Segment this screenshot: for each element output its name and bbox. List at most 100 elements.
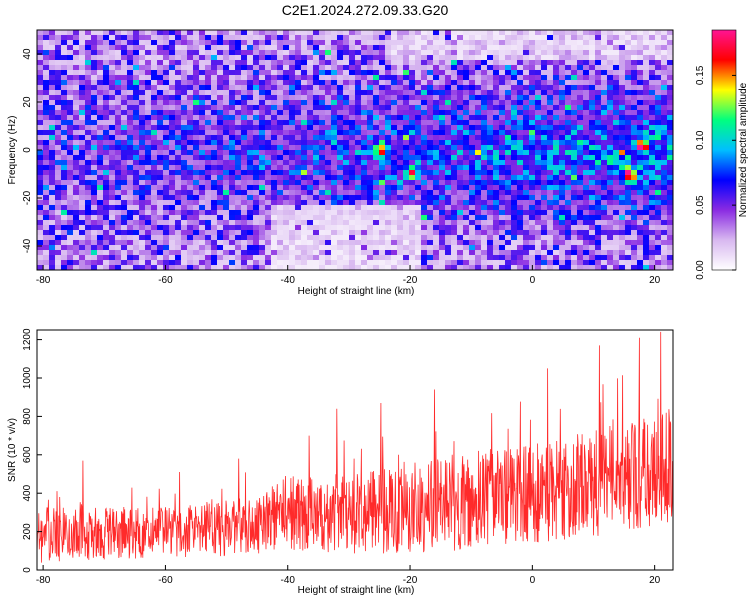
heatmap-cell xyxy=(553,55,560,61)
heatmap-cell xyxy=(553,50,560,56)
heatmap-cell xyxy=(49,130,56,136)
heatmap-cell xyxy=(583,260,590,266)
heatmap-cell xyxy=(187,250,194,256)
heatmap-cell xyxy=(121,40,128,46)
heatmap-cell xyxy=(43,160,50,166)
heatmap-cell xyxy=(223,80,230,86)
heatmap-cell xyxy=(547,40,554,46)
heatmap-cell xyxy=(355,125,362,131)
heatmap-cell xyxy=(217,175,224,181)
heatmap-cell xyxy=(481,205,488,211)
heatmap-cell xyxy=(523,145,530,151)
heatmap-cell xyxy=(85,35,92,41)
heatmap-cell xyxy=(49,230,56,236)
heatmap-cell xyxy=(103,75,110,81)
heatmap-cell xyxy=(337,90,344,96)
heatmap-cell xyxy=(205,190,212,196)
heatmap-cell xyxy=(115,40,122,46)
heatmap-cell xyxy=(637,230,644,236)
heatmap-cell xyxy=(631,120,638,126)
heatmap-cell xyxy=(259,40,266,46)
heatmap-cell xyxy=(115,235,122,241)
heatmap-cell xyxy=(247,200,254,206)
heatmap-cell xyxy=(535,185,542,191)
heatmap-cell xyxy=(505,175,512,181)
heatmap-cell xyxy=(457,120,464,126)
heatmap-cell xyxy=(589,100,596,106)
heatmap-cell xyxy=(385,100,392,106)
heatmap-cell xyxy=(283,70,290,76)
heatmap-cell xyxy=(613,230,620,236)
heatmap-cell xyxy=(463,160,470,166)
heatmap-cell xyxy=(385,245,392,251)
heatmap-cell xyxy=(511,175,518,181)
heatmap-cell xyxy=(199,135,206,141)
heatmap-cell xyxy=(487,75,494,81)
heatmap-cell xyxy=(103,200,110,206)
heatmap-cell xyxy=(319,200,326,206)
heatmap-cell xyxy=(91,100,98,106)
heatmap-cell xyxy=(223,250,230,256)
heatmap-cell xyxy=(565,125,572,131)
heatmap-cell xyxy=(565,210,572,216)
heatmap-cell xyxy=(391,85,398,91)
heatmap-cell xyxy=(433,75,440,81)
heatmap-cell xyxy=(271,45,278,51)
heatmap-cell xyxy=(241,55,248,61)
heatmap-cell xyxy=(643,70,650,76)
heatmap-cell xyxy=(181,255,188,261)
heatmap-cell xyxy=(175,180,182,186)
heatmap-cell xyxy=(115,225,122,231)
heatmap-cell xyxy=(79,250,86,256)
heatmap-cell xyxy=(487,150,494,156)
heatmap-cell xyxy=(613,215,620,221)
heatmap-cell xyxy=(349,30,356,36)
heatmap-cell xyxy=(637,235,644,241)
heatmap-cell xyxy=(421,180,428,186)
heatmap-cell xyxy=(499,215,506,221)
heatmap-cell xyxy=(313,175,320,181)
heatmap-cell xyxy=(397,170,404,176)
heatmap-cell xyxy=(61,265,68,271)
heatmap-cell xyxy=(529,210,536,216)
heatmap-cell xyxy=(553,210,560,216)
heatmap-cell xyxy=(637,150,644,156)
heatmap-cell xyxy=(331,130,338,136)
heatmap-cell xyxy=(55,235,62,241)
heatmap-cell xyxy=(349,245,356,251)
heatmap-cell xyxy=(295,185,302,191)
heatmap-cell xyxy=(301,80,308,86)
heatmap-cell xyxy=(481,105,488,111)
heatmap-cell xyxy=(265,225,272,231)
heatmap-cell xyxy=(553,145,560,151)
heatmap-cell xyxy=(529,215,536,221)
heatmap-cell xyxy=(427,200,434,206)
heatmap-cell xyxy=(73,180,80,186)
heatmap-cell xyxy=(169,130,176,136)
heatmap-cell xyxy=(463,50,470,56)
heatmap-cell xyxy=(151,220,158,226)
heatmap-cell xyxy=(451,80,458,86)
heatmap-cell xyxy=(85,100,92,106)
heatmap-cell xyxy=(421,110,428,116)
heatmap-cell xyxy=(181,230,188,236)
heatmap-cell xyxy=(55,55,62,61)
heatmap-cell xyxy=(415,180,422,186)
heatmap-cell xyxy=(463,80,470,86)
heatmap-cell xyxy=(547,50,554,56)
heatmap-cell xyxy=(409,50,416,56)
heatmap-cell xyxy=(625,220,632,226)
heatmap-cell xyxy=(85,110,92,116)
heatmap-cell xyxy=(601,255,608,261)
heatmap-cell xyxy=(355,210,362,216)
heatmap-cell xyxy=(457,55,464,61)
heatmap-cell xyxy=(325,40,332,46)
heatmap-cell xyxy=(331,105,338,111)
heatmap-cell xyxy=(373,35,380,41)
heatmap-cell xyxy=(625,255,632,261)
heatmap-cell xyxy=(637,110,644,116)
heatmap-cell xyxy=(103,260,110,266)
heatmap-cell xyxy=(247,210,254,216)
heatmap-cell xyxy=(559,35,566,41)
heatmap-cell xyxy=(265,90,272,96)
